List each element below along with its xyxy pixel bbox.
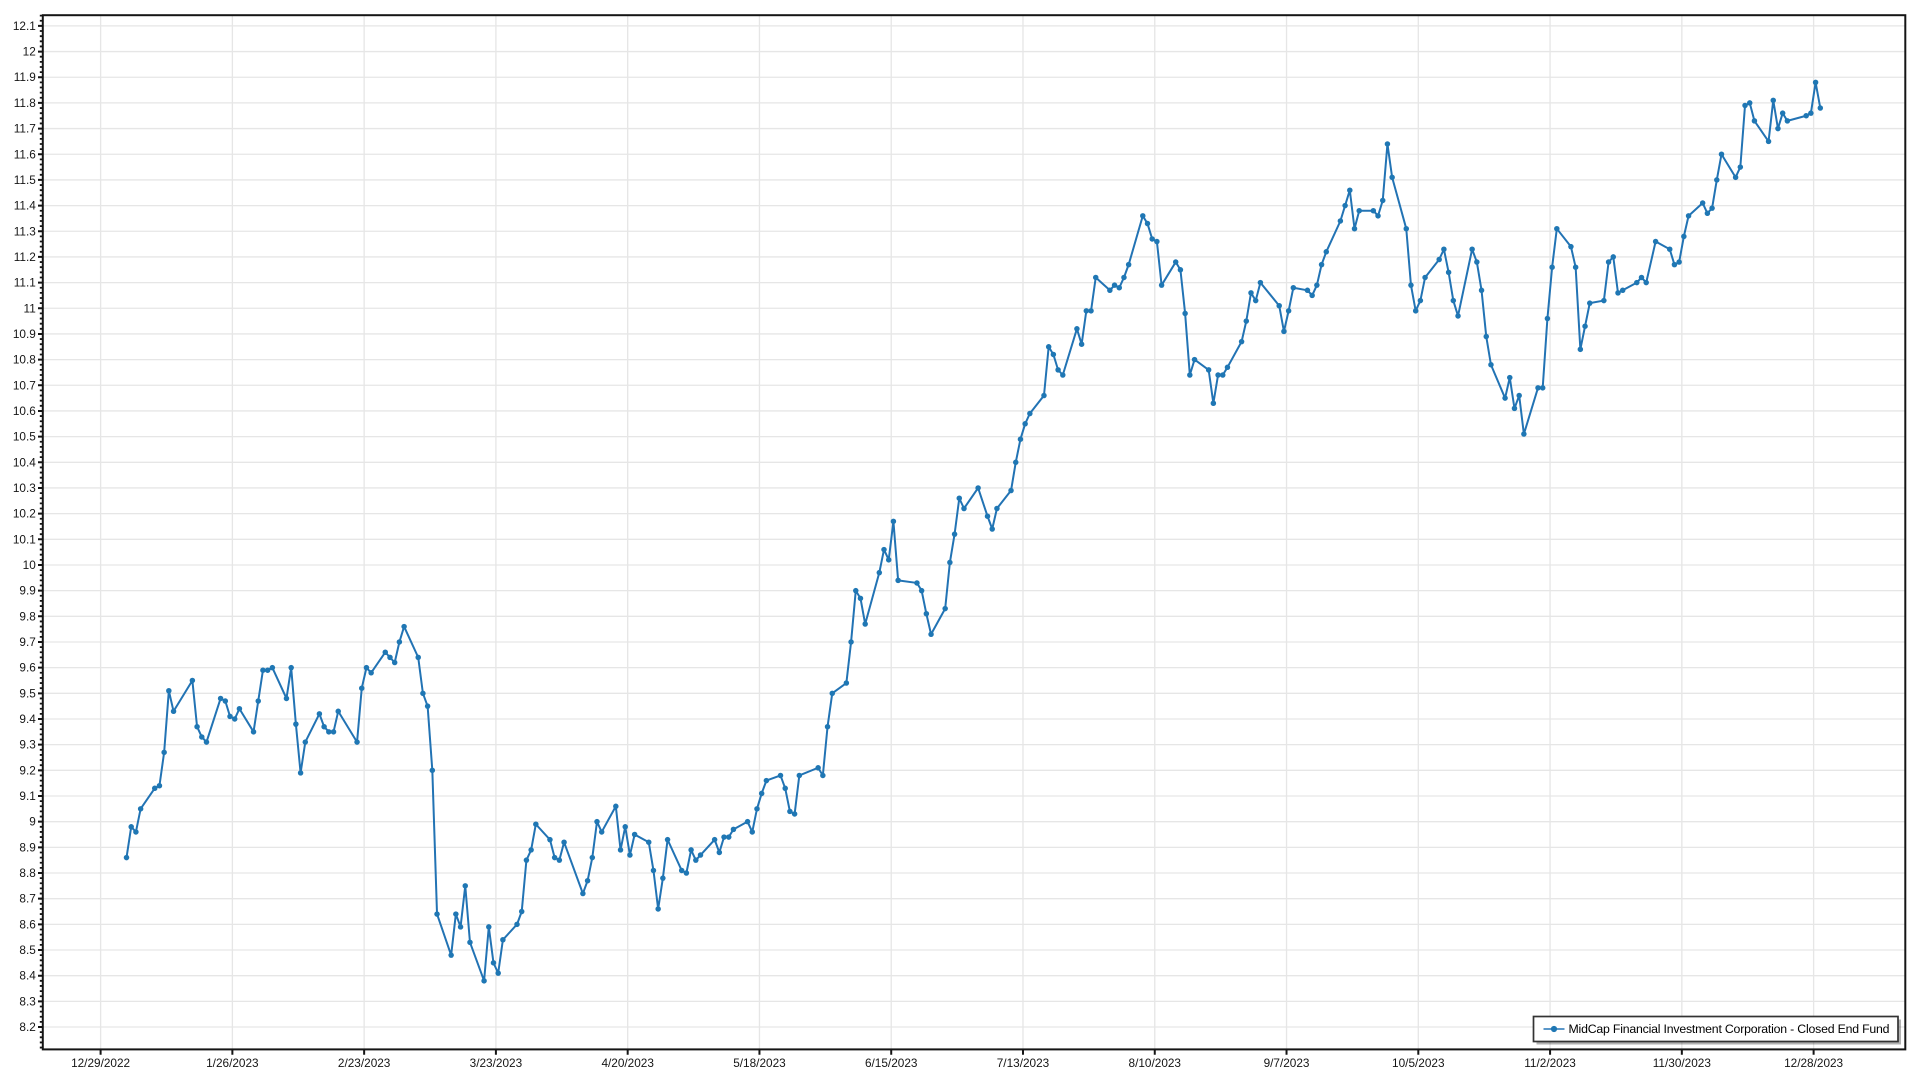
svg-text:8.9: 8.9: [19, 840, 35, 854]
svg-text:10.7: 10.7: [13, 378, 36, 392]
svg-text:8.8: 8.8: [19, 866, 36, 880]
svg-text:3/23/2023: 3/23/2023: [470, 1056, 523, 1070]
svg-text:8.7: 8.7: [19, 892, 35, 906]
svg-text:11.2: 11.2: [14, 250, 36, 264]
svg-text:5/18/2023: 5/18/2023: [733, 1056, 786, 1070]
svg-text:10.5: 10.5: [13, 430, 36, 444]
svg-text:10/5/2023: 10/5/2023: [1392, 1056, 1445, 1070]
svg-text:11.3: 11.3: [14, 224, 37, 238]
svg-text:7/13/2023: 7/13/2023: [997, 1056, 1050, 1070]
svg-text:9.8: 9.8: [19, 609, 36, 623]
svg-text:9.4: 9.4: [19, 712, 36, 726]
svg-text:12: 12: [23, 45, 36, 59]
svg-text:8/10/2023: 8/10/2023: [1129, 1056, 1182, 1070]
svg-text:10: 10: [23, 558, 37, 572]
svg-text:10.9: 10.9: [13, 327, 36, 341]
svg-text:9.1: 9.1: [19, 789, 35, 803]
svg-text:8.2: 8.2: [19, 1020, 35, 1034]
svg-text:11.8: 11.8: [14, 96, 37, 110]
svg-text:9/7/2023: 9/7/2023: [1264, 1056, 1310, 1070]
svg-text:6/15/2023: 6/15/2023: [865, 1056, 918, 1070]
svg-text:10.2: 10.2: [13, 507, 36, 521]
svg-text:10.4: 10.4: [13, 455, 36, 469]
svg-text:10.6: 10.6: [13, 404, 36, 418]
svg-text:8.3: 8.3: [19, 994, 36, 1008]
svg-text:11.6: 11.6: [14, 147, 37, 161]
svg-text:8.5: 8.5: [19, 943, 36, 957]
svg-text:11.7: 11.7: [14, 122, 36, 136]
svg-text:10.1: 10.1: [13, 532, 36, 546]
svg-text:12/29/2022: 12/29/2022: [71, 1056, 130, 1070]
svg-text:11/2/2023: 11/2/2023: [1524, 1056, 1576, 1070]
svg-text:10.3: 10.3: [13, 481, 36, 495]
svg-text:11.4: 11.4: [14, 199, 37, 213]
svg-text:11.1: 11.1: [14, 276, 36, 290]
svg-text:11: 11: [24, 301, 36, 315]
svg-text:8.4: 8.4: [19, 969, 36, 983]
svg-text:8.6: 8.6: [19, 917, 36, 931]
svg-text:9.5: 9.5: [19, 686, 36, 700]
svg-text:MidCap Financial Investment Co: MidCap Financial Investment Corporation …: [1569, 1022, 1890, 1036]
svg-text:11.5: 11.5: [14, 173, 37, 187]
svg-text:9.9: 9.9: [19, 584, 35, 598]
svg-text:9.2: 9.2: [19, 763, 35, 777]
svg-text:9.6: 9.6: [19, 661, 36, 675]
svg-text:12/28/2023: 12/28/2023: [1784, 1056, 1843, 1070]
svg-text:11.9: 11.9: [14, 70, 36, 84]
svg-text:11/30/2023: 11/30/2023: [1653, 1056, 1712, 1070]
svg-text:9.7: 9.7: [19, 635, 35, 649]
svg-text:1/26/2023: 1/26/2023: [206, 1056, 259, 1070]
svg-text:9: 9: [29, 815, 36, 829]
svg-text:12.1: 12.1: [13, 19, 36, 33]
svg-text:4/20/2023: 4/20/2023: [601, 1056, 654, 1070]
svg-text:2/23/2023: 2/23/2023: [338, 1056, 391, 1070]
svg-text:9.3: 9.3: [19, 738, 36, 752]
svg-text:10.8: 10.8: [13, 353, 36, 367]
